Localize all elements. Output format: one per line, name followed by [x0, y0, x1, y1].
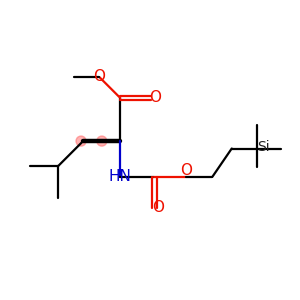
- Text: O: O: [149, 91, 161, 106]
- Text: HN: HN: [109, 169, 132, 184]
- Text: O: O: [152, 200, 164, 215]
- Text: O: O: [180, 163, 192, 178]
- Circle shape: [76, 136, 86, 146]
- Circle shape: [97, 136, 107, 146]
- Text: O: O: [93, 69, 105, 84]
- Text: Si: Si: [257, 140, 270, 154]
